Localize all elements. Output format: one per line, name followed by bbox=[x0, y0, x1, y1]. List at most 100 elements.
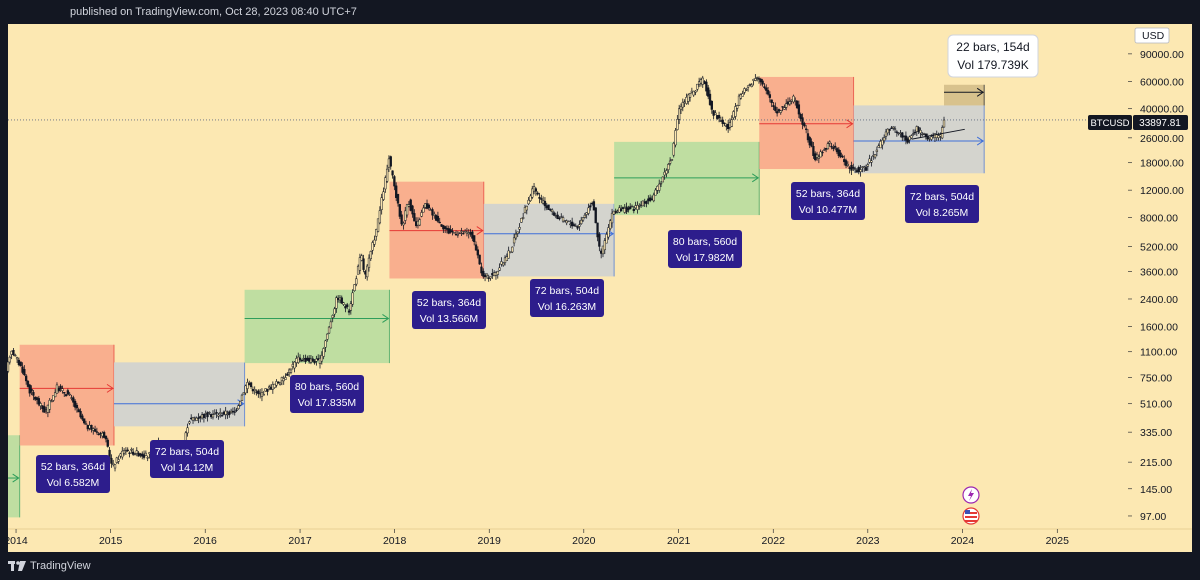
candle-body bbox=[462, 232, 465, 235]
candle-body bbox=[665, 170, 668, 174]
price-axis[interactable] bbox=[1128, 24, 1192, 529]
y-tick-label: 335.00 bbox=[1140, 427, 1172, 439]
tradingview-logo-icon[interactable] bbox=[8, 560, 26, 572]
candle-body bbox=[609, 220, 612, 229]
measure-label[interactable]: 72 bars, 504d Vol 16.263M bbox=[530, 279, 604, 317]
last-price-box bbox=[1133, 115, 1188, 130]
zone-green[interactable] bbox=[614, 141, 760, 216]
lightning-icon[interactable] bbox=[962, 486, 980, 504]
candle-body bbox=[503, 257, 507, 263]
candle-body bbox=[580, 219, 583, 224]
measure-label[interactable]: 52 bars, 364d Vol 10.477M bbox=[791, 182, 865, 220]
candle-body bbox=[828, 141, 831, 144]
candle-body bbox=[594, 207, 597, 224]
measure-label[interactable]: 72 bars, 504d Vol 8.265M bbox=[905, 185, 979, 223]
measure-label-line1: 52 bars, 364d bbox=[417, 297, 481, 309]
candle-body bbox=[331, 315, 334, 319]
candle-body bbox=[402, 222, 405, 226]
candle-body bbox=[258, 392, 262, 395]
zone-arrow-head bbox=[976, 136, 985, 146]
candle-body bbox=[291, 364, 294, 367]
candle-body bbox=[770, 99, 773, 104]
candle-body bbox=[208, 411, 211, 414]
candle-body bbox=[705, 81, 708, 92]
y-tick-label: 145.00 bbox=[1140, 484, 1172, 496]
tradingview-brand[interactable]: TradingView bbox=[30, 560, 91, 572]
measure-label[interactable]: 52 bars, 364d Vol 6.582M bbox=[36, 455, 110, 493]
y-tick-label: 510.00 bbox=[1140, 399, 1172, 411]
trendline[interactable] bbox=[911, 128, 965, 140]
candle-body bbox=[422, 207, 425, 213]
candle-body bbox=[431, 209, 434, 216]
candle-body bbox=[578, 224, 581, 227]
candle-body bbox=[607, 227, 610, 238]
candle-body bbox=[623, 208, 626, 213]
zone-green[interactable] bbox=[244, 289, 390, 364]
candle-body bbox=[714, 112, 717, 115]
candle-body bbox=[351, 292, 354, 305]
zone-grey[interactable] bbox=[483, 203, 615, 277]
candle-body bbox=[73, 400, 77, 408]
candle-body bbox=[859, 169, 862, 172]
candle-body bbox=[398, 204, 401, 217]
candle-body bbox=[610, 212, 614, 224]
candle-body bbox=[15, 357, 19, 360]
zone-green[interactable] bbox=[8, 435, 20, 518]
candle-body bbox=[672, 143, 675, 156]
candle-body bbox=[636, 205, 639, 210]
candle-body bbox=[101, 432, 104, 437]
zone-grey[interactable] bbox=[113, 362, 245, 427]
candle-body bbox=[211, 414, 215, 418]
candle-body bbox=[783, 107, 786, 110]
candle-body bbox=[554, 215, 557, 217]
candle-body bbox=[710, 100, 713, 110]
candle-body bbox=[59, 385, 62, 389]
candle-body bbox=[723, 122, 726, 125]
candle-body bbox=[130, 449, 133, 451]
candle-body bbox=[268, 386, 271, 389]
time-axis[interactable] bbox=[8, 529, 1192, 552]
candle-body bbox=[659, 182, 663, 185]
candle-body bbox=[892, 126, 895, 129]
candle-body bbox=[465, 231, 469, 234]
measure-label-line1: 72 bars, 504d bbox=[910, 191, 974, 203]
measure-label[interactable]: 52 bars, 364d Vol 13.566M bbox=[412, 291, 486, 329]
candle-body bbox=[463, 230, 467, 233]
candle-body bbox=[355, 278, 358, 285]
measure-label[interactable]: 80 bars, 560d Vol 17.982M bbox=[668, 230, 742, 268]
candle-body bbox=[890, 127, 893, 130]
us-flag-icon[interactable] bbox=[962, 507, 980, 525]
candle-body bbox=[333, 308, 336, 315]
candle-body bbox=[812, 146, 815, 156]
candle-body bbox=[614, 211, 617, 214]
candle-body bbox=[819, 151, 822, 158]
candle-body bbox=[523, 207, 527, 214]
zone-grey[interactable] bbox=[853, 105, 985, 174]
candle-body bbox=[634, 205, 637, 209]
candle-body bbox=[726, 123, 730, 130]
candle-body bbox=[190, 417, 193, 420]
candle-body bbox=[88, 425, 91, 429]
candle-body bbox=[191, 417, 195, 421]
candle-body bbox=[498, 267, 501, 271]
candle-body bbox=[122, 450, 126, 454]
candle-body bbox=[237, 405, 240, 410]
candle-body bbox=[839, 152, 842, 157]
candle-body bbox=[525, 205, 528, 211]
candle-body bbox=[202, 413, 206, 418]
candle-body bbox=[565, 220, 568, 224]
candle-body bbox=[775, 111, 779, 114]
candle-body bbox=[253, 389, 256, 391]
candle-body bbox=[572, 224, 576, 227]
candle-body bbox=[385, 168, 389, 182]
y-tick-label: 1100.00 bbox=[1140, 347, 1177, 359]
measure-label[interactable]: 72 bars, 504d Vol 14.12M bbox=[150, 440, 224, 478]
candle-body bbox=[277, 381, 280, 384]
zone-tan[interactable] bbox=[944, 84, 985, 106]
candle-body bbox=[8, 356, 11, 363]
candle-body bbox=[228, 411, 231, 415]
candle-body bbox=[215, 412, 218, 414]
candle-body bbox=[83, 418, 86, 424]
measure-label[interactable]: 80 bars, 560d Vol 17.835M bbox=[290, 375, 364, 413]
